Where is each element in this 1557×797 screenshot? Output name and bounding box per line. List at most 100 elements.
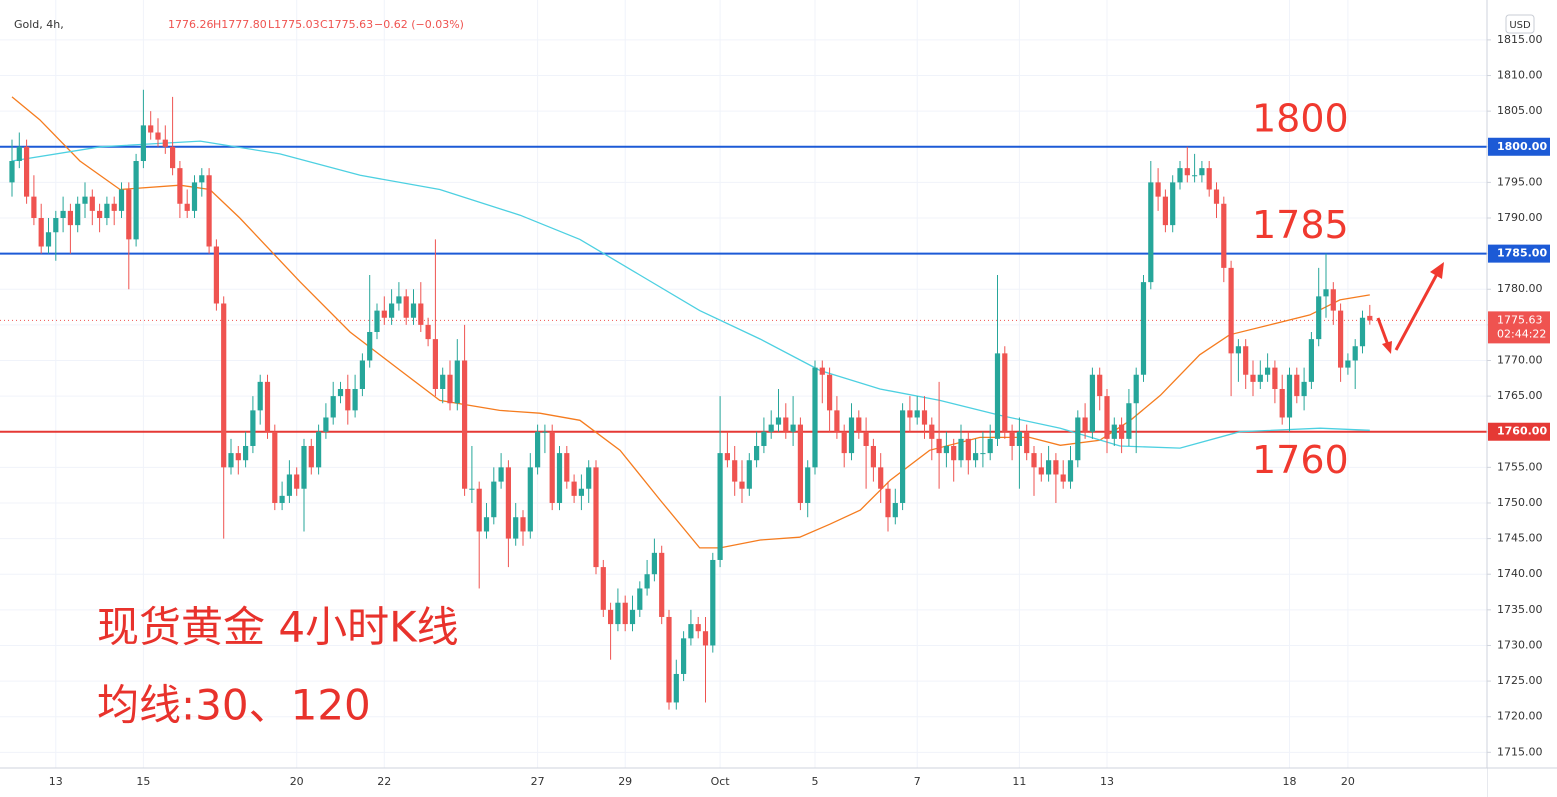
- candle-body: [1367, 315, 1373, 321]
- candle-body: [1338, 310, 1344, 368]
- candle-body: [622, 602, 628, 625]
- candle-body: [1097, 374, 1103, 397]
- candle-body: [75, 203, 81, 226]
- y-tick-label: 1815.00: [1497, 33, 1543, 46]
- candle-body: [535, 431, 541, 468]
- x-tick-label: 20: [1341, 775, 1355, 788]
- candle-body: [702, 631, 709, 646]
- candle-body: [1024, 431, 1030, 454]
- y-tick-label: 1790.00: [1497, 211, 1543, 224]
- arrow-up-shaft: [1394, 273, 1439, 351]
- ohlc-value: L1775.03: [268, 18, 320, 31]
- candle-body: [272, 431, 278, 503]
- candle-body: [688, 624, 694, 639]
- candle-body: [410, 303, 417, 318]
- arrow-down-shaft: [1376, 317, 1390, 346]
- y-tick-label: 1725.00: [1497, 674, 1543, 687]
- time-axis-bg: [0, 768, 1487, 797]
- candle-body: [162, 139, 168, 147]
- candle-body: [1104, 396, 1110, 439]
- candle-body: [199, 175, 205, 183]
- ma-line: [11, 140, 1370, 449]
- candle-body: [980, 453, 986, 455]
- candle-body: [1243, 346, 1249, 375]
- candle-body: [1228, 267, 1234, 354]
- y-tick-label: 1755.00: [1497, 460, 1543, 473]
- candle-body: [1308, 339, 1314, 382]
- candle-body: [1170, 182, 1176, 226]
- candle-body: [710, 559, 716, 646]
- candle-body: [870, 445, 876, 468]
- candle-body: [440, 374, 446, 389]
- candle-body: [97, 210, 103, 219]
- candle-body: [1192, 175, 1198, 177]
- candle-body: [549, 431, 555, 503]
- candle-body: [264, 381, 271, 432]
- annotation-ma: 均线:30、120: [97, 681, 371, 730]
- candle-body: [754, 445, 760, 461]
- candle-body: [812, 367, 818, 468]
- candle-body: [476, 488, 482, 532]
- candle-body: [1111, 424, 1117, 439]
- candle-body: [878, 467, 884, 489]
- candle-body: [257, 381, 263, 411]
- candle-body: [761, 431, 767, 446]
- candle-body: [498, 467, 504, 482]
- candle-body: [1053, 460, 1059, 475]
- candle-body: [724, 453, 730, 461]
- candle-body: [885, 488, 891, 518]
- candle-body: [819, 367, 825, 375]
- candle-body: [133, 161, 139, 240]
- candle-body: [177, 168, 183, 204]
- level-label: 1760: [1252, 438, 1349, 482]
- candle-body: [775, 417, 782, 425]
- candle-body: [279, 495, 285, 503]
- candle-body: [943, 445, 949, 454]
- candle-body: [732, 460, 738, 482]
- candle-body: [863, 431, 869, 446]
- candle-body: [936, 438, 942, 454]
- candle-body: [432, 339, 438, 389]
- candle-body: [118, 189, 125, 211]
- candle-body: [987, 438, 993, 454]
- level-label: 1785: [1252, 203, 1349, 247]
- x-tick-label: 15: [136, 775, 150, 788]
- candle-body: [827, 374, 833, 411]
- annotation-title: 现货黄金 4小时K线: [97, 603, 459, 652]
- candle-body: [695, 624, 701, 632]
- candle-body: [768, 424, 774, 432]
- candle-body: [111, 203, 117, 211]
- candle-body: [1330, 289, 1336, 311]
- candle-body: [206, 175, 212, 247]
- candle-body: [513, 517, 519, 539]
- candle-body: [359, 360, 365, 389]
- level-axis-box: [1488, 422, 1550, 441]
- candle-body: [805, 467, 811, 503]
- candle-body: [1316, 296, 1322, 340]
- candle-body: [1031, 453, 1037, 468]
- candle-body: [483, 517, 490, 532]
- candle-body: [1213, 189, 1220, 204]
- candle-body: [1323, 289, 1329, 297]
- candle-body: [16, 146, 22, 162]
- x-tick-label: 29: [618, 775, 632, 788]
- y-tick-label: 1770.00: [1497, 353, 1543, 366]
- candle-body: [447, 374, 453, 404]
- candle-body: [1221, 203, 1227, 268]
- candle-body: [556, 453, 563, 503]
- candle-body: [213, 246, 219, 304]
- candle-body: [659, 552, 665, 617]
- candle-body: [892, 502, 898, 518]
- y-tick-label: 1740.00: [1497, 567, 1543, 580]
- candle-body: [1140, 282, 1147, 375]
- candle-body: [352, 388, 358, 411]
- candle-body: [235, 453, 241, 461]
- candle-body: [1133, 374, 1139, 404]
- candle-body: [308, 445, 314, 468]
- candle-body: [841, 431, 847, 454]
- candle-body: [330, 396, 336, 418]
- candle-body: [469, 488, 475, 490]
- ohlc-value: −0.62 (−0.03%): [374, 18, 464, 31]
